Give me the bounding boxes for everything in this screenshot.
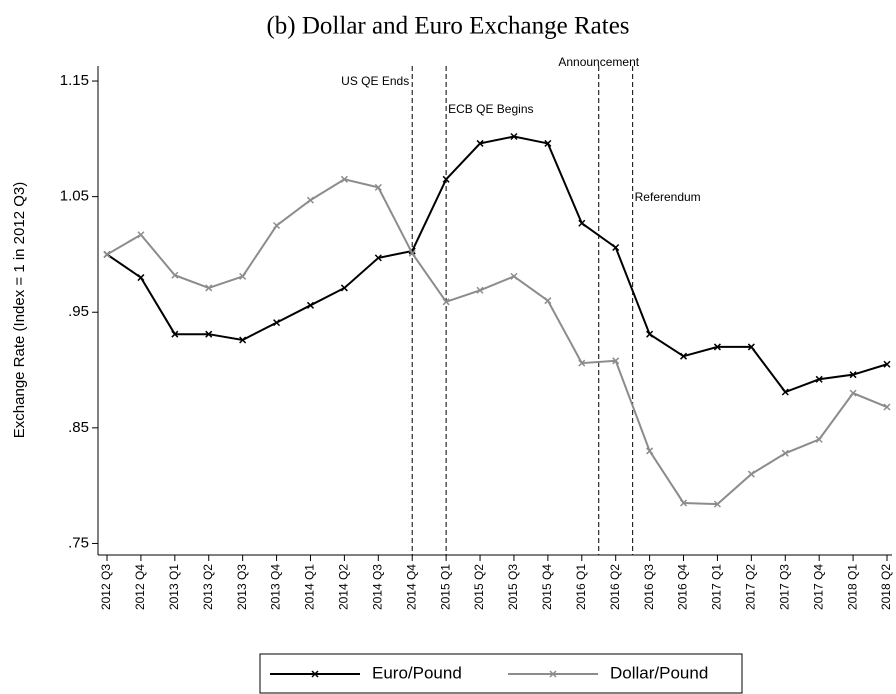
point-marker: [544, 139, 552, 147]
point-marker: [646, 330, 654, 338]
x-tick-label: 2012 Q4: [133, 564, 147, 610]
y-axis-label: Exchange Rate (Index = 1 in 2012 Q3): [11, 182, 28, 438]
x-tick-label: 2013 Q1: [167, 564, 181, 610]
point-marker: [340, 284, 348, 292]
x-tick-label: 2014 Q3: [370, 564, 384, 610]
x-tick-label: 2015 Q3: [506, 564, 520, 610]
legend-label: Dollar/Pound: [610, 663, 708, 682]
point-marker: [713, 343, 721, 351]
point-marker: [239, 336, 247, 344]
point-marker: [171, 330, 179, 338]
point-marker: [137, 231, 145, 239]
x-tick-label: 2017 Q2: [744, 564, 758, 610]
point-marker: [849, 371, 857, 379]
series-line: [106, 135, 888, 394]
point-marker: [171, 271, 179, 279]
point-marker: [747, 470, 755, 478]
x-tick-label: 2014 Q1: [303, 564, 317, 610]
x-tick-label: 2013 Q3: [235, 564, 249, 610]
event-label: ECB QE Begins: [448, 102, 533, 116]
point-marker: [205, 284, 213, 292]
event-label: Announcement: [558, 55, 639, 69]
chart-title: (b) Dollar and Euro Exchange Rates: [266, 13, 629, 40]
point-marker: [442, 175, 450, 183]
point-marker: [374, 254, 382, 262]
x-tick-label: 2014 Q2: [337, 564, 351, 610]
point-marker: [239, 272, 247, 280]
y-tick-label: .85: [68, 419, 89, 436]
point-marker: [306, 196, 315, 204]
point-marker: [747, 343, 755, 351]
event-label: US QE Ends: [341, 74, 409, 88]
point-marker: [612, 357, 620, 365]
point-marker: [815, 375, 823, 383]
x-tick-label: 2017 Q4: [811, 564, 825, 610]
point-marker: [408, 249, 416, 257]
legend-box: [259, 653, 743, 694]
legend-label: Euro/Pound: [372, 663, 462, 682]
point-marker: [781, 449, 789, 457]
x-tick-label: 2015 Q1: [438, 564, 452, 610]
x-tick-label: 2017 Q1: [710, 564, 724, 610]
y-tick-label: .95: [68, 303, 89, 320]
point-marker: [306, 301, 315, 309]
point-marker: [544, 297, 552, 305]
point-marker: [205, 330, 213, 338]
point-marker: [476, 286, 484, 294]
x-tick-label: 2015 Q2: [472, 564, 486, 610]
point-marker: [883, 360, 891, 368]
x-tick-label: 2018 Q1: [845, 564, 859, 610]
x-tick-label: 2016 Q2: [608, 564, 622, 610]
y-tick-label: .75: [68, 534, 89, 551]
x-tick-label: 2012 Q3: [99, 564, 113, 610]
point-marker: [578, 219, 586, 227]
series-line: [106, 178, 888, 506]
point-marker: [679, 352, 688, 360]
point-marker: [578, 359, 586, 367]
point-marker: [612, 243, 620, 252]
x-tick-label: 2016 Q3: [642, 564, 656, 610]
legend-marker: [549, 670, 557, 678]
x-tick-label: 2016 Q1: [574, 564, 588, 610]
point-marker: [781, 388, 789, 396]
point-marker: [646, 447, 654, 455]
point-marker: [476, 139, 484, 147]
x-tick-label: 2018 Q2: [879, 564, 893, 610]
x-tick-label: 2014 Q4: [404, 564, 418, 610]
point-marker: [137, 274, 145, 282]
point-marker: [340, 175, 348, 183]
point-marker: [679, 499, 688, 507]
legend-marker: [311, 670, 319, 678]
x-tick-label: 2016 Q4: [676, 564, 690, 610]
point-marker: [883, 403, 891, 411]
point-marker: [103, 250, 111, 258]
point-marker: [510, 272, 518, 280]
point-marker: [442, 298, 450, 306]
event-label: Referendum: [635, 190, 701, 204]
point-marker: [273, 319, 281, 327]
point-marker: [815, 435, 823, 443]
point-marker: [510, 132, 518, 141]
x-tick-label: 2017 Q3: [777, 564, 791, 610]
x-tick-label: 2013 Q4: [269, 564, 283, 610]
x-tick-label: 2015 Q4: [540, 564, 554, 610]
point-marker: [849, 389, 857, 397]
y-tick-label: 1.15: [60, 72, 89, 89]
y-tick-label: 1.05: [60, 188, 89, 205]
point-marker: [273, 222, 281, 230]
point-marker: [374, 183, 382, 191]
x-tick-label: 2013 Q2: [201, 564, 215, 610]
point-marker: [713, 500, 721, 508]
